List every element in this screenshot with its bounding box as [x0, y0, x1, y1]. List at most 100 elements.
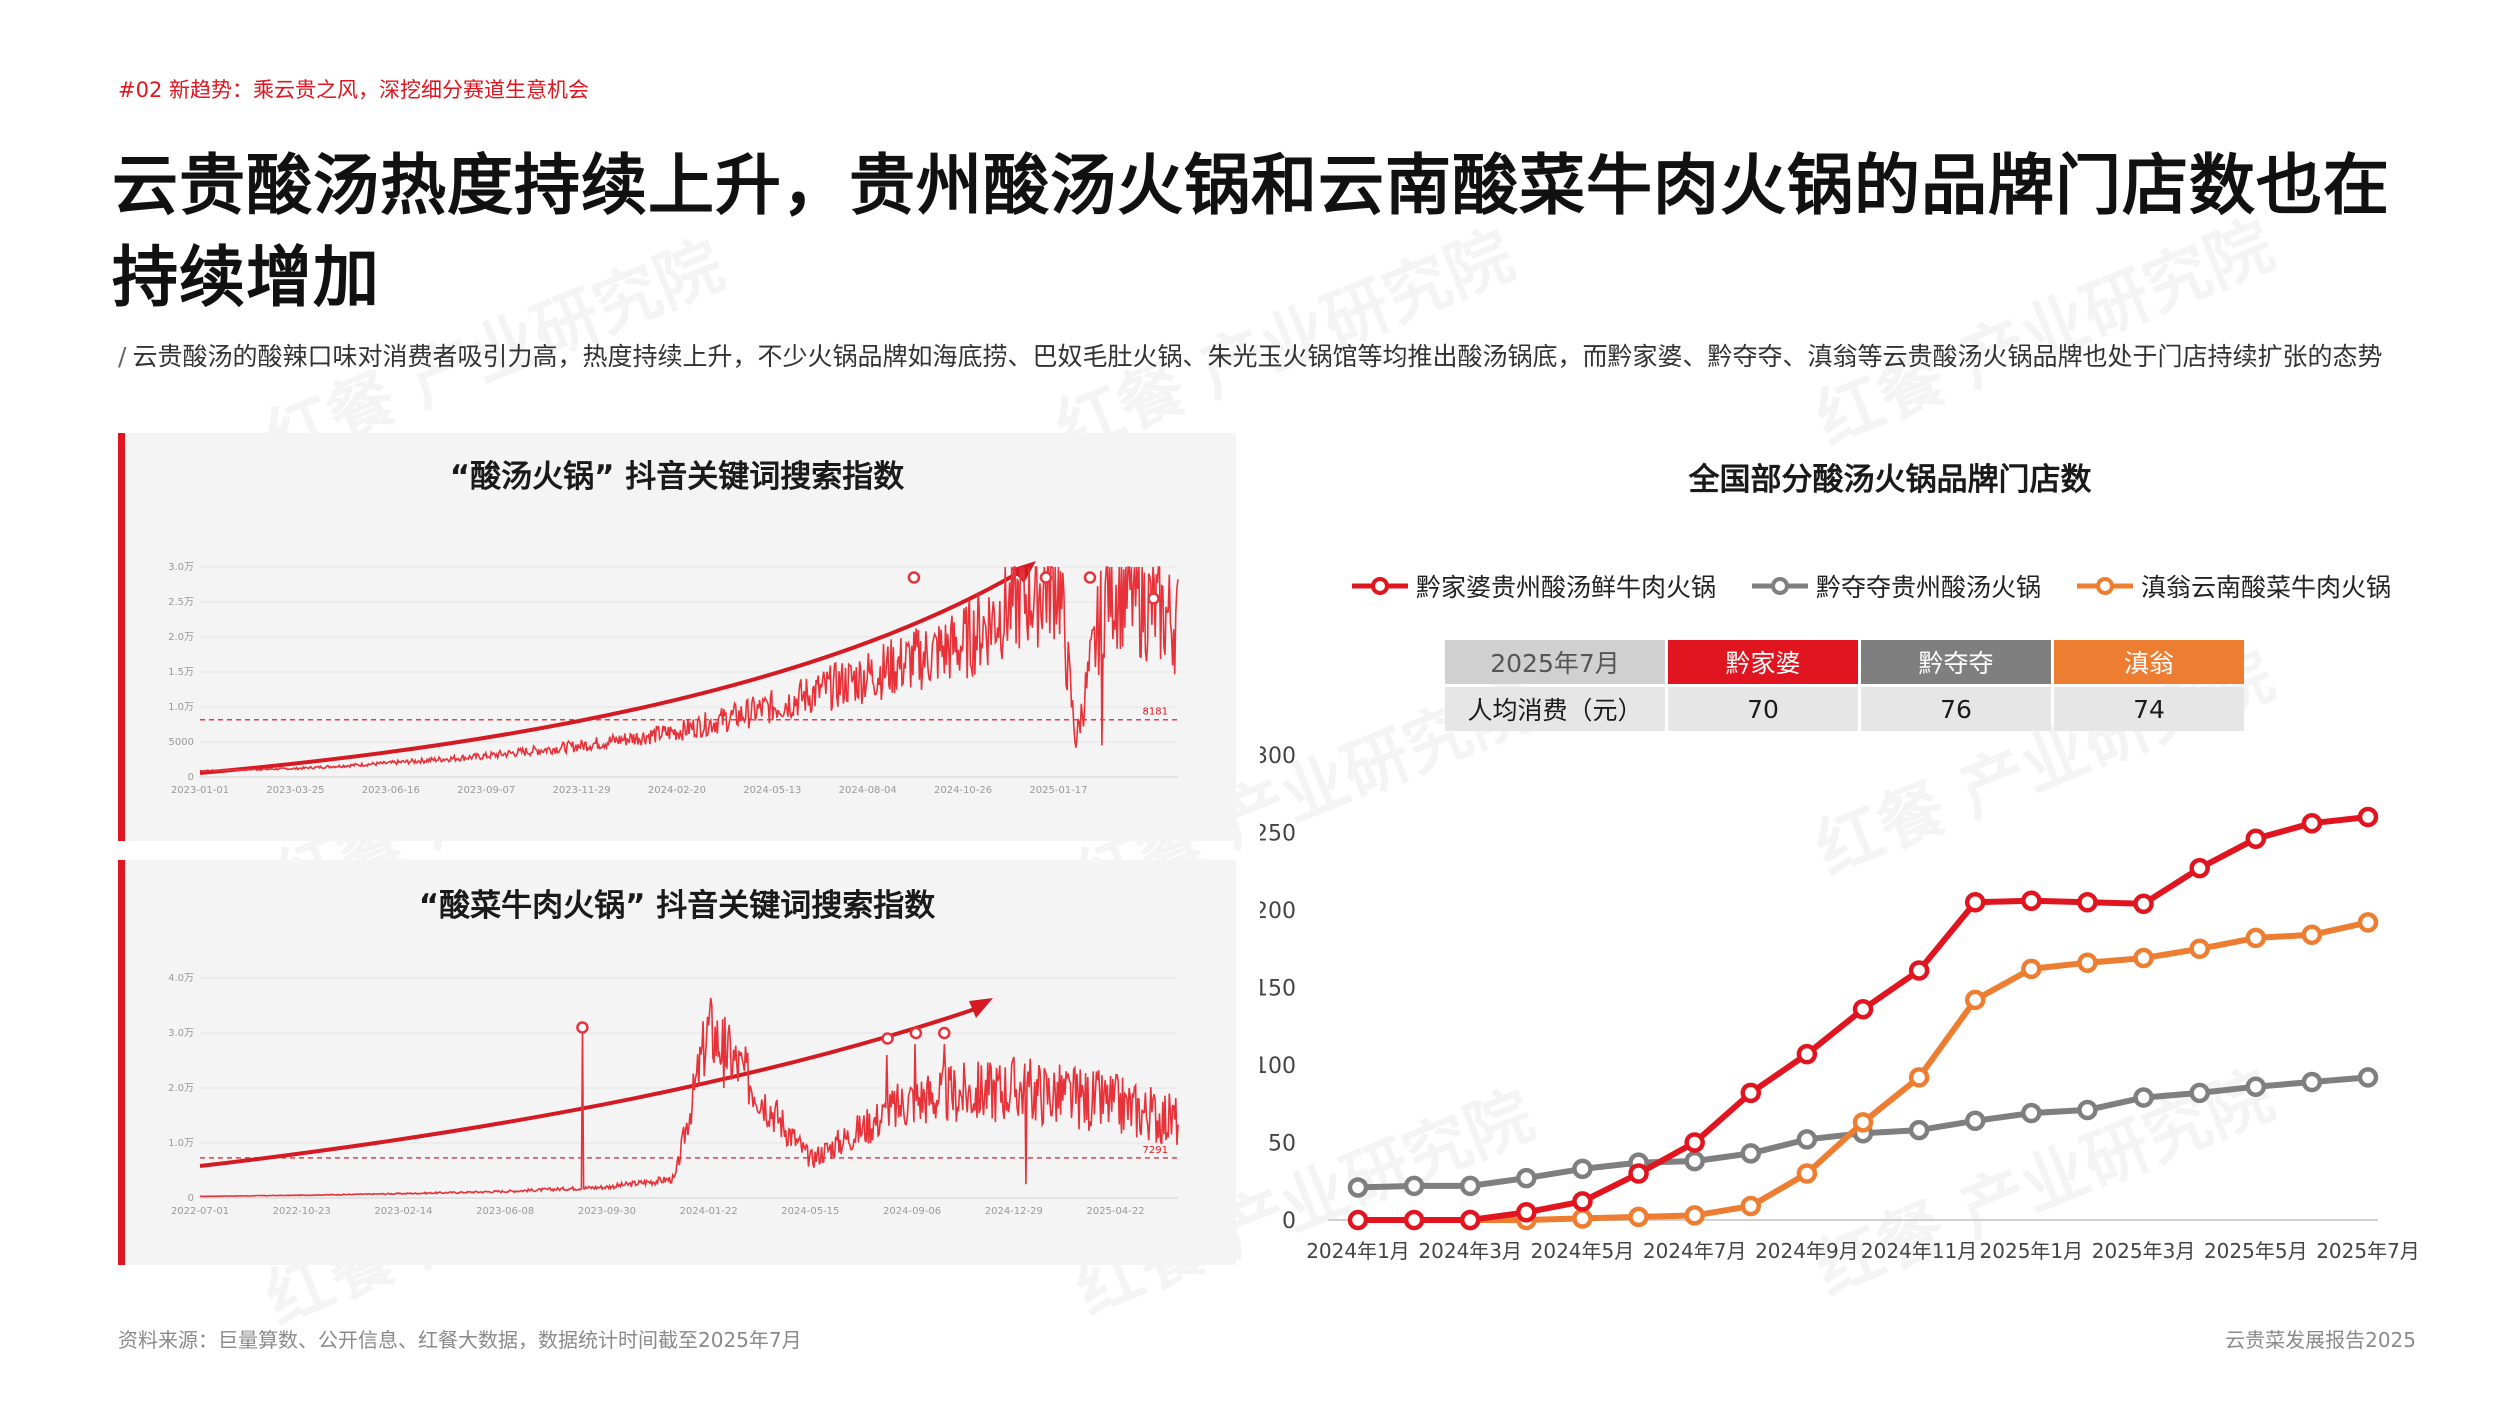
x-tick-label: 2025年7月	[2316, 1239, 2420, 1263]
data-point	[1684, 1132, 1705, 1153]
y-tick-label: 5000	[169, 737, 194, 748]
reference-line-label: 8181	[1143, 707, 1168, 718]
data-point	[1964, 989, 1986, 1011]
search-index-chart-2: 0 1.0万 2.0万 3.0万 4.0万 2022-07-01 2022-10-23 202…	[168, 973, 1179, 1217]
x-tick-label: 2024-08-04	[839, 785, 897, 796]
data-point	[1852, 1112, 1874, 1133]
page-subtitle: / 云贵酸汤的酸辣口味对消费者吸引力高，热度持续上升，不少火锅品牌如海底捞、巴奴毛…	[118, 342, 2383, 371]
per-capita-price-table: 2025年7月 黔家婆 黔夺夺 滇翁 人均消费（元） 70 76 74	[1442, 637, 2247, 734]
x-tick-label: 2025-01-17	[1029, 785, 1087, 796]
x-tick-label: 2024-01-22	[680, 1206, 738, 1217]
x-tick-label: 2024-10-26	[934, 785, 992, 796]
x-tick-label: 2024-12-29	[985, 1206, 1043, 1217]
store-count-line-chart: 0 50 100 150 200 250 300 2024年1月 2024年3月 2024年5月 2…	[1260, 744, 2420, 1263]
data-point	[2077, 892, 2098, 913]
legend-item-qianjiapo: 黔家婆贵州酸汤鲜牛肉火锅	[1352, 568, 1716, 604]
table-cell-qianduoduo: 76	[1861, 687, 2051, 731]
reference-line-label: 7291	[1143, 1145, 1168, 1156]
peak-marker	[576, 1021, 589, 1034]
legend-item-qianduoduo: 黔夺夺贵州酸汤火锅	[1752, 568, 2041, 604]
table-header-dianweng: 滇翁	[2054, 640, 2244, 684]
trend-arrow-icon	[199, 1006, 979, 1168]
peak-marker	[1083, 571, 1097, 584]
data-point	[1964, 1110, 1986, 1132]
data-point	[2301, 1071, 2323, 1093]
table-cell-qianjiapo: 70	[1668, 687, 1858, 731]
x-tick-label: 2024年5月	[1531, 1239, 1635, 1263]
chart-title: “酸汤火锅” 抖音关键词搜索指数	[449, 459, 905, 495]
y-tick-label: 4.0万	[168, 973, 194, 984]
peak-marker	[1039, 571, 1053, 584]
data-point	[1740, 1195, 1762, 1217]
trend-arrow-icon	[199, 571, 1019, 775]
legend-label: 滇翁云南酸菜牛肉火锅	[2141, 573, 2392, 602]
x-tick-label: 2024年9月	[1755, 1239, 1859, 1263]
data-point	[1796, 1043, 1818, 1065]
data-point	[2189, 1082, 2210, 1104]
data-point	[1403, 1175, 1425, 1197]
y-tick-label: 0	[188, 1193, 194, 1204]
table-cell-dianweng: 74	[2054, 687, 2244, 731]
x-tick-label: 2025年3月	[2092, 1239, 2196, 1263]
data-point	[1908, 1067, 1930, 1088]
section-tag: #02 新趋势：乘云贵之风，深挖细分赛道生意机会	[118, 78, 589, 102]
y-tick-label: 3.0万	[168, 562, 194, 573]
data-point	[1740, 1082, 1762, 1104]
chart-panel-sour-soup-hotpot: “酸汤火锅” 抖音关键词搜索指数 0 5000 1.0万 1.5万 2.0万 2.5万 3.…	[118, 433, 1236, 841]
data-point	[1740, 1143, 1762, 1164]
y-tick-label: 150	[1260, 977, 1296, 1002]
data-point	[2357, 1067, 2379, 1088]
data-point	[2189, 857, 2210, 879]
y-tick-label: 300	[1260, 744, 1296, 769]
data-point	[2077, 952, 2098, 973]
x-tick-label: 2023-06-08	[476, 1206, 534, 1217]
legend-label: 黔家婆贵州酸汤鲜牛肉火锅	[1416, 573, 1717, 602]
y-tick-label: 3.0万	[168, 1028, 194, 1039]
y-tick-label: 1.0万	[168, 702, 194, 713]
chart-panel-pickled-beef-hotpot: “酸菜牛肉火锅” 抖音关键词搜索指数 0 1.0万 2.0万 3.0万 4.0万 2022…	[118, 860, 1236, 1265]
peak-marker	[907, 571, 921, 584]
legend-item-dianweng: 滇翁云南酸菜牛肉火锅	[2077, 568, 2391, 604]
data-point	[2077, 1099, 2098, 1121]
table-header-qianjiapo: 黔家婆	[1668, 640, 1858, 684]
chart-title: “酸菜牛肉火锅” 抖音关键词搜索指数	[418, 888, 936, 924]
data-point	[2133, 893, 2154, 915]
table-header-qianduoduo: 黔夺夺	[1861, 640, 2051, 684]
data-point	[1796, 1129, 1818, 1150]
x-tick-label: 2023-03-25	[266, 785, 324, 796]
data-point	[1852, 998, 1874, 1020]
data-point	[1347, 1177, 1369, 1198]
y-tick-label: 2.0万	[168, 1083, 194, 1094]
legend-label: 黔夺夺贵州酸汤火锅	[1816, 573, 2042, 602]
y-tick-label: 100	[1260, 1054, 1296, 1079]
x-tick-label: 2024年11月	[1861, 1239, 1977, 1263]
chart-legend: 黔家婆贵州酸汤鲜牛肉火锅 黔夺夺贵州酸汤火锅 滇翁云南酸菜牛肉火锅	[1352, 568, 2391, 604]
data-point	[2357, 806, 2379, 828]
data-point	[2133, 947, 2154, 969]
data-point	[1964, 892, 1986, 913]
legend-marker-icon	[1752, 577, 1809, 595]
x-tick-label: 2024年3月	[1418, 1239, 1522, 1263]
y-tick-label: 0	[1282, 1209, 1296, 1234]
subtitle-text: 云贵酸汤的酸辣口味对消费者吸引力高，热度持续上升，不少火锅品牌如海底捞、巴奴毛肚…	[132, 342, 2383, 371]
data-point	[2357, 912, 2379, 933]
x-tick-label: 2023-09-07	[457, 785, 515, 796]
x-tick-label: 2024-02-20	[648, 785, 706, 796]
peak-marker	[938, 1026, 951, 1040]
data-point	[1908, 960, 1930, 981]
x-tick-label: 2025年1月	[1980, 1239, 2084, 1263]
y-tick-label: 0	[188, 772, 194, 783]
table-header-row: 2025年7月 黔家婆 黔夺夺 滇翁	[1445, 640, 2244, 684]
y-tick-label: 2.5万	[168, 597, 194, 608]
data-point	[1628, 1206, 1649, 1228]
data-point	[1347, 1209, 1369, 1231]
data-point	[2245, 828, 2267, 849]
data-point	[1572, 1208, 1593, 1229]
x-tick-label: 2025年5月	[2204, 1239, 2308, 1263]
data-point	[1908, 1119, 1930, 1141]
search-index-series-line	[200, 997, 1179, 1198]
x-tick-label: 2024-05-13	[743, 785, 801, 796]
y-tick-label: 50	[1268, 1132, 1296, 1157]
data-point	[1459, 1209, 1481, 1231]
y-tick-label: 1.0万	[168, 1138, 194, 1149]
